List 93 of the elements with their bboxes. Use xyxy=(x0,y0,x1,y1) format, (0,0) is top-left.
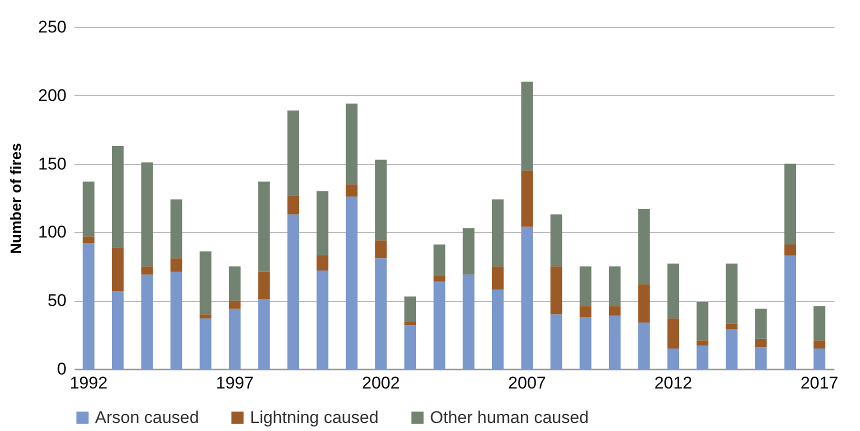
y-tick-label: 50 xyxy=(48,291,66,310)
bar xyxy=(462,274,474,369)
x-tick-label: 2017 xyxy=(800,374,838,392)
y-tick-label: 250 xyxy=(38,18,66,36)
bar xyxy=(200,318,212,369)
bar xyxy=(404,296,416,322)
bar xyxy=(112,146,124,248)
legend-label: Arson caused xyxy=(95,408,199,427)
bar xyxy=(784,244,796,256)
bar xyxy=(580,266,592,306)
bar xyxy=(258,299,270,369)
legend-label: Lightning caused xyxy=(250,408,379,427)
bar xyxy=(521,82,533,171)
bar xyxy=(170,272,182,369)
bar xyxy=(696,340,708,346)
y-axis-title: Number of fires xyxy=(8,143,26,254)
y-tick-label: 150 xyxy=(38,154,66,174)
bar xyxy=(141,162,153,266)
bar xyxy=(346,104,358,184)
bar xyxy=(784,255,796,369)
bar xyxy=(521,170,533,227)
legend-label: Other human caused xyxy=(430,408,589,427)
bar xyxy=(434,276,446,282)
x-tick-label: 1992 xyxy=(70,374,108,392)
bar xyxy=(726,329,738,369)
bar xyxy=(287,214,300,369)
bar xyxy=(492,266,504,290)
bar xyxy=(287,195,300,214)
bar xyxy=(784,164,796,245)
bar xyxy=(638,284,650,322)
bar xyxy=(492,290,504,369)
bar xyxy=(375,160,387,240)
bar xyxy=(404,321,416,326)
bar xyxy=(521,226,533,369)
bar xyxy=(170,258,182,272)
bar xyxy=(200,251,212,314)
bar xyxy=(726,324,738,330)
x-tick-label: 1997 xyxy=(216,374,254,392)
bar xyxy=(580,317,592,369)
bar xyxy=(667,264,680,318)
bar xyxy=(814,348,826,369)
bar xyxy=(667,318,680,348)
x-tick-label: 2002 xyxy=(362,374,400,392)
bar xyxy=(404,325,416,369)
bar xyxy=(462,228,474,275)
y-tick-label: 100 xyxy=(38,222,66,242)
bar xyxy=(112,291,124,369)
bar xyxy=(228,266,241,301)
bar xyxy=(200,314,212,318)
bar xyxy=(316,255,328,271)
bar xyxy=(170,199,182,258)
bar xyxy=(755,308,767,339)
bar xyxy=(550,314,562,369)
bar xyxy=(434,244,446,276)
bar xyxy=(228,300,241,309)
bar xyxy=(375,258,387,369)
y-tick-label: 0 xyxy=(57,360,66,378)
bar xyxy=(638,208,650,284)
x-tick-label: 2007 xyxy=(508,374,546,392)
bar xyxy=(316,191,328,256)
bar xyxy=(696,346,708,369)
bar xyxy=(112,247,124,292)
bar xyxy=(550,266,562,314)
bar xyxy=(814,306,826,340)
bar xyxy=(550,214,562,266)
bar xyxy=(82,182,94,236)
bar xyxy=(228,308,241,369)
bar xyxy=(608,266,621,306)
bar xyxy=(755,347,767,369)
bar xyxy=(580,306,592,318)
bar xyxy=(316,270,328,369)
bar xyxy=(258,182,270,272)
bar xyxy=(726,264,738,324)
bar xyxy=(608,306,621,316)
y-tick-label: 200 xyxy=(38,86,66,105)
bar xyxy=(141,266,153,275)
x-tick-label: 2012 xyxy=(654,374,692,392)
bar xyxy=(375,240,387,258)
bar xyxy=(696,302,708,340)
bar xyxy=(82,236,94,244)
bar xyxy=(755,338,767,348)
bar xyxy=(141,274,153,369)
bar xyxy=(346,196,358,369)
bar xyxy=(667,348,680,369)
bar xyxy=(814,340,826,348)
bar xyxy=(287,110,300,196)
bar xyxy=(258,272,270,300)
bar xyxy=(638,322,650,369)
bar xyxy=(346,184,358,197)
bar xyxy=(82,243,94,369)
bar xyxy=(608,316,621,369)
bar xyxy=(434,281,446,369)
bar xyxy=(492,199,504,266)
